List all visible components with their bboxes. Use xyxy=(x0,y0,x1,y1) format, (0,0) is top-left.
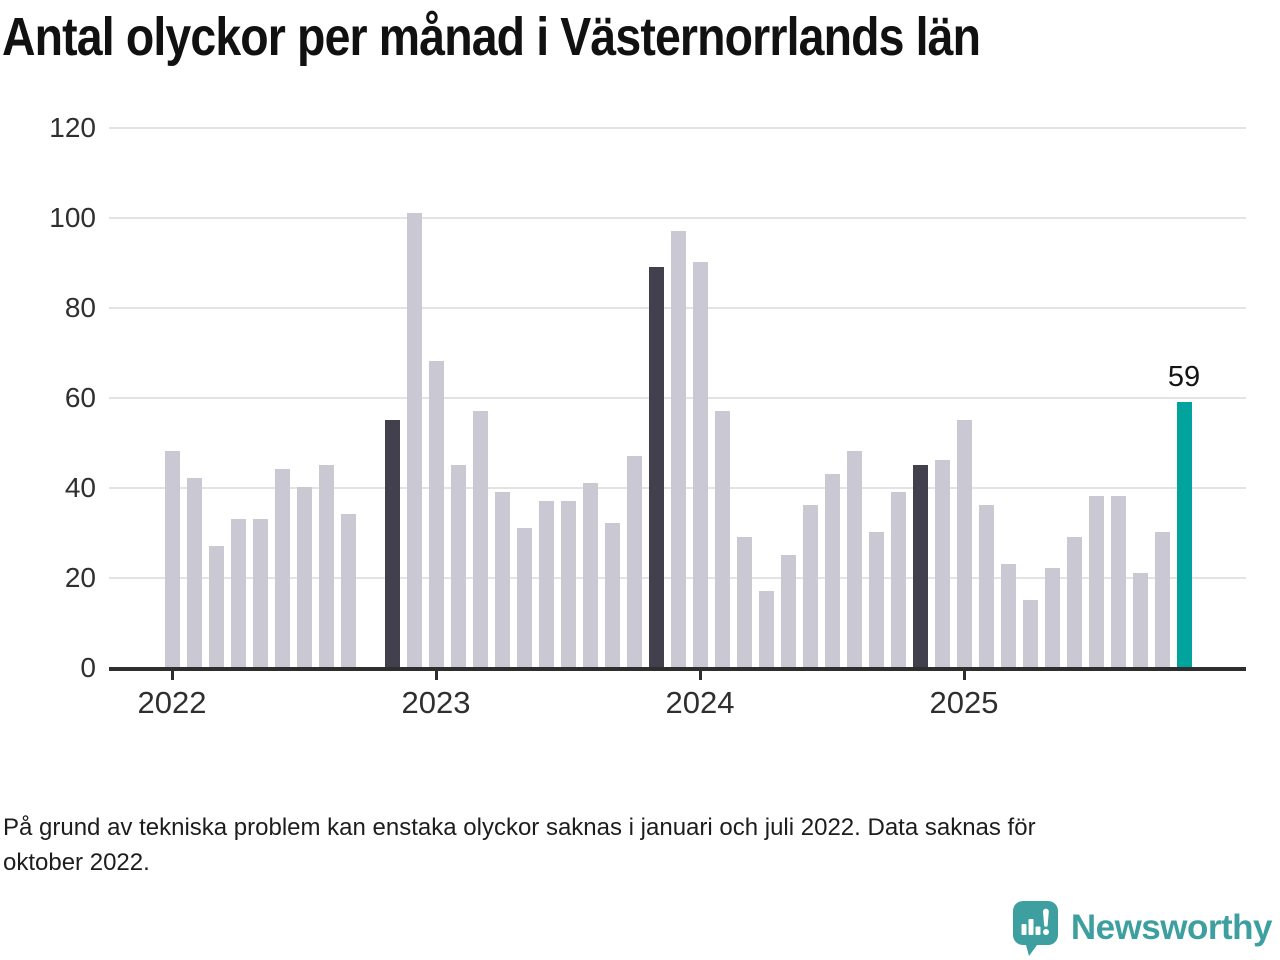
bar-2025-04 xyxy=(1022,599,1038,667)
bar-2023-08 xyxy=(582,482,598,667)
x-axis-label-2022: 2022 xyxy=(137,685,207,720)
bar-2024-09 xyxy=(868,532,884,667)
bar-2025-08 xyxy=(1110,496,1126,667)
bar-2023-10 xyxy=(626,455,642,667)
footnote-line-1: På grund av tekniska problem kan enstaka… xyxy=(3,814,1036,841)
bar-2023-09 xyxy=(604,523,620,667)
bar-2023-03 xyxy=(472,410,488,667)
bar-2024-04 xyxy=(758,590,774,667)
bar-2023-07 xyxy=(560,500,576,667)
bar-2023-01 xyxy=(428,361,444,667)
bar-2022-05 xyxy=(252,518,268,667)
bar-2025-03 xyxy=(1000,563,1016,667)
bar-2022-04 xyxy=(230,518,246,667)
bar-2023-02 xyxy=(450,464,466,667)
newsworthy-logo-icon xyxy=(1012,900,1058,956)
bar-2022-06 xyxy=(274,469,290,667)
bar-2025-06 xyxy=(1066,536,1082,667)
bar-2023-05 xyxy=(516,527,532,667)
bar-2022-09 xyxy=(340,514,356,667)
bar-2022-01 xyxy=(164,451,180,667)
x-axis-tick-2025 xyxy=(962,671,966,680)
bar-2022-11 xyxy=(384,419,400,667)
highlighted-bar-value-label: 59 xyxy=(1167,360,1201,393)
footnote-line-2: oktober 2022. xyxy=(3,849,150,876)
bar-2022-02 xyxy=(186,478,202,667)
bar-2024-11 xyxy=(912,464,928,667)
bar-2025-10 xyxy=(1154,532,1170,667)
x-axis-label-2025: 2025 xyxy=(929,685,999,720)
bar-2022-08 xyxy=(318,464,334,667)
bar-2024-03 xyxy=(736,536,752,667)
x-axis-label-2023: 2023 xyxy=(401,685,471,720)
x-axis-line xyxy=(109,667,1246,671)
chart-title: Antal olyckor per månad i Västernorrland… xyxy=(2,7,981,67)
y-axis-label-80: 80 xyxy=(64,292,96,323)
y-axis-label-120: 120 xyxy=(49,112,96,143)
bar-2025-02 xyxy=(978,505,994,667)
gridline-100 xyxy=(109,217,1246,219)
bar-2025-11 xyxy=(1176,401,1192,667)
bar-2024-06 xyxy=(802,505,818,667)
x-axis-tick-2022 xyxy=(170,671,174,680)
bar-2024-12 xyxy=(934,460,950,667)
bar-2024-10 xyxy=(890,491,906,667)
bar-2022-07 xyxy=(296,487,312,667)
bar-2024-01 xyxy=(692,262,708,667)
bar-2023-11 xyxy=(648,266,664,667)
x-axis-label-2024: 2024 xyxy=(665,685,735,720)
y-axis-label-100: 100 xyxy=(49,202,96,233)
bar-2022-12 xyxy=(406,212,422,667)
bar-2025-07 xyxy=(1088,496,1104,667)
bar-chart-plot-area: 0 20 40 60 80 100 120 2022 2023 2024 2025 xyxy=(49,112,1246,720)
y-axis-label-60: 60 xyxy=(64,382,96,413)
gridline-120 xyxy=(109,127,1246,129)
y-axis-label-20: 20 xyxy=(64,562,96,593)
bar-2022-03 xyxy=(208,545,224,667)
y-axis-label-40: 40 xyxy=(64,472,96,503)
bar-2023-06 xyxy=(538,500,554,667)
x-axis-tick-2024 xyxy=(698,671,702,680)
x-axis-tick-2023 xyxy=(434,671,438,680)
chart-footnote: På grund av tekniska problem kan enstaka… xyxy=(3,810,1247,880)
bar-2024-07 xyxy=(824,473,840,667)
bar-2025-09 xyxy=(1132,572,1148,667)
bar-2024-05 xyxy=(780,554,796,667)
bar-2023-12 xyxy=(670,230,686,667)
bar-2024-02 xyxy=(714,410,730,667)
bar-2024-08 xyxy=(846,451,862,667)
bar-2025-05 xyxy=(1044,568,1060,667)
y-axis-label-0: 0 xyxy=(80,652,96,683)
bar-2025-01 xyxy=(956,419,972,667)
bar-2023-04 xyxy=(494,491,510,667)
newsworthy-wordmark: Newsworthy xyxy=(1070,908,1273,947)
newsworthy-branding: Newsworthy xyxy=(1012,898,1273,958)
